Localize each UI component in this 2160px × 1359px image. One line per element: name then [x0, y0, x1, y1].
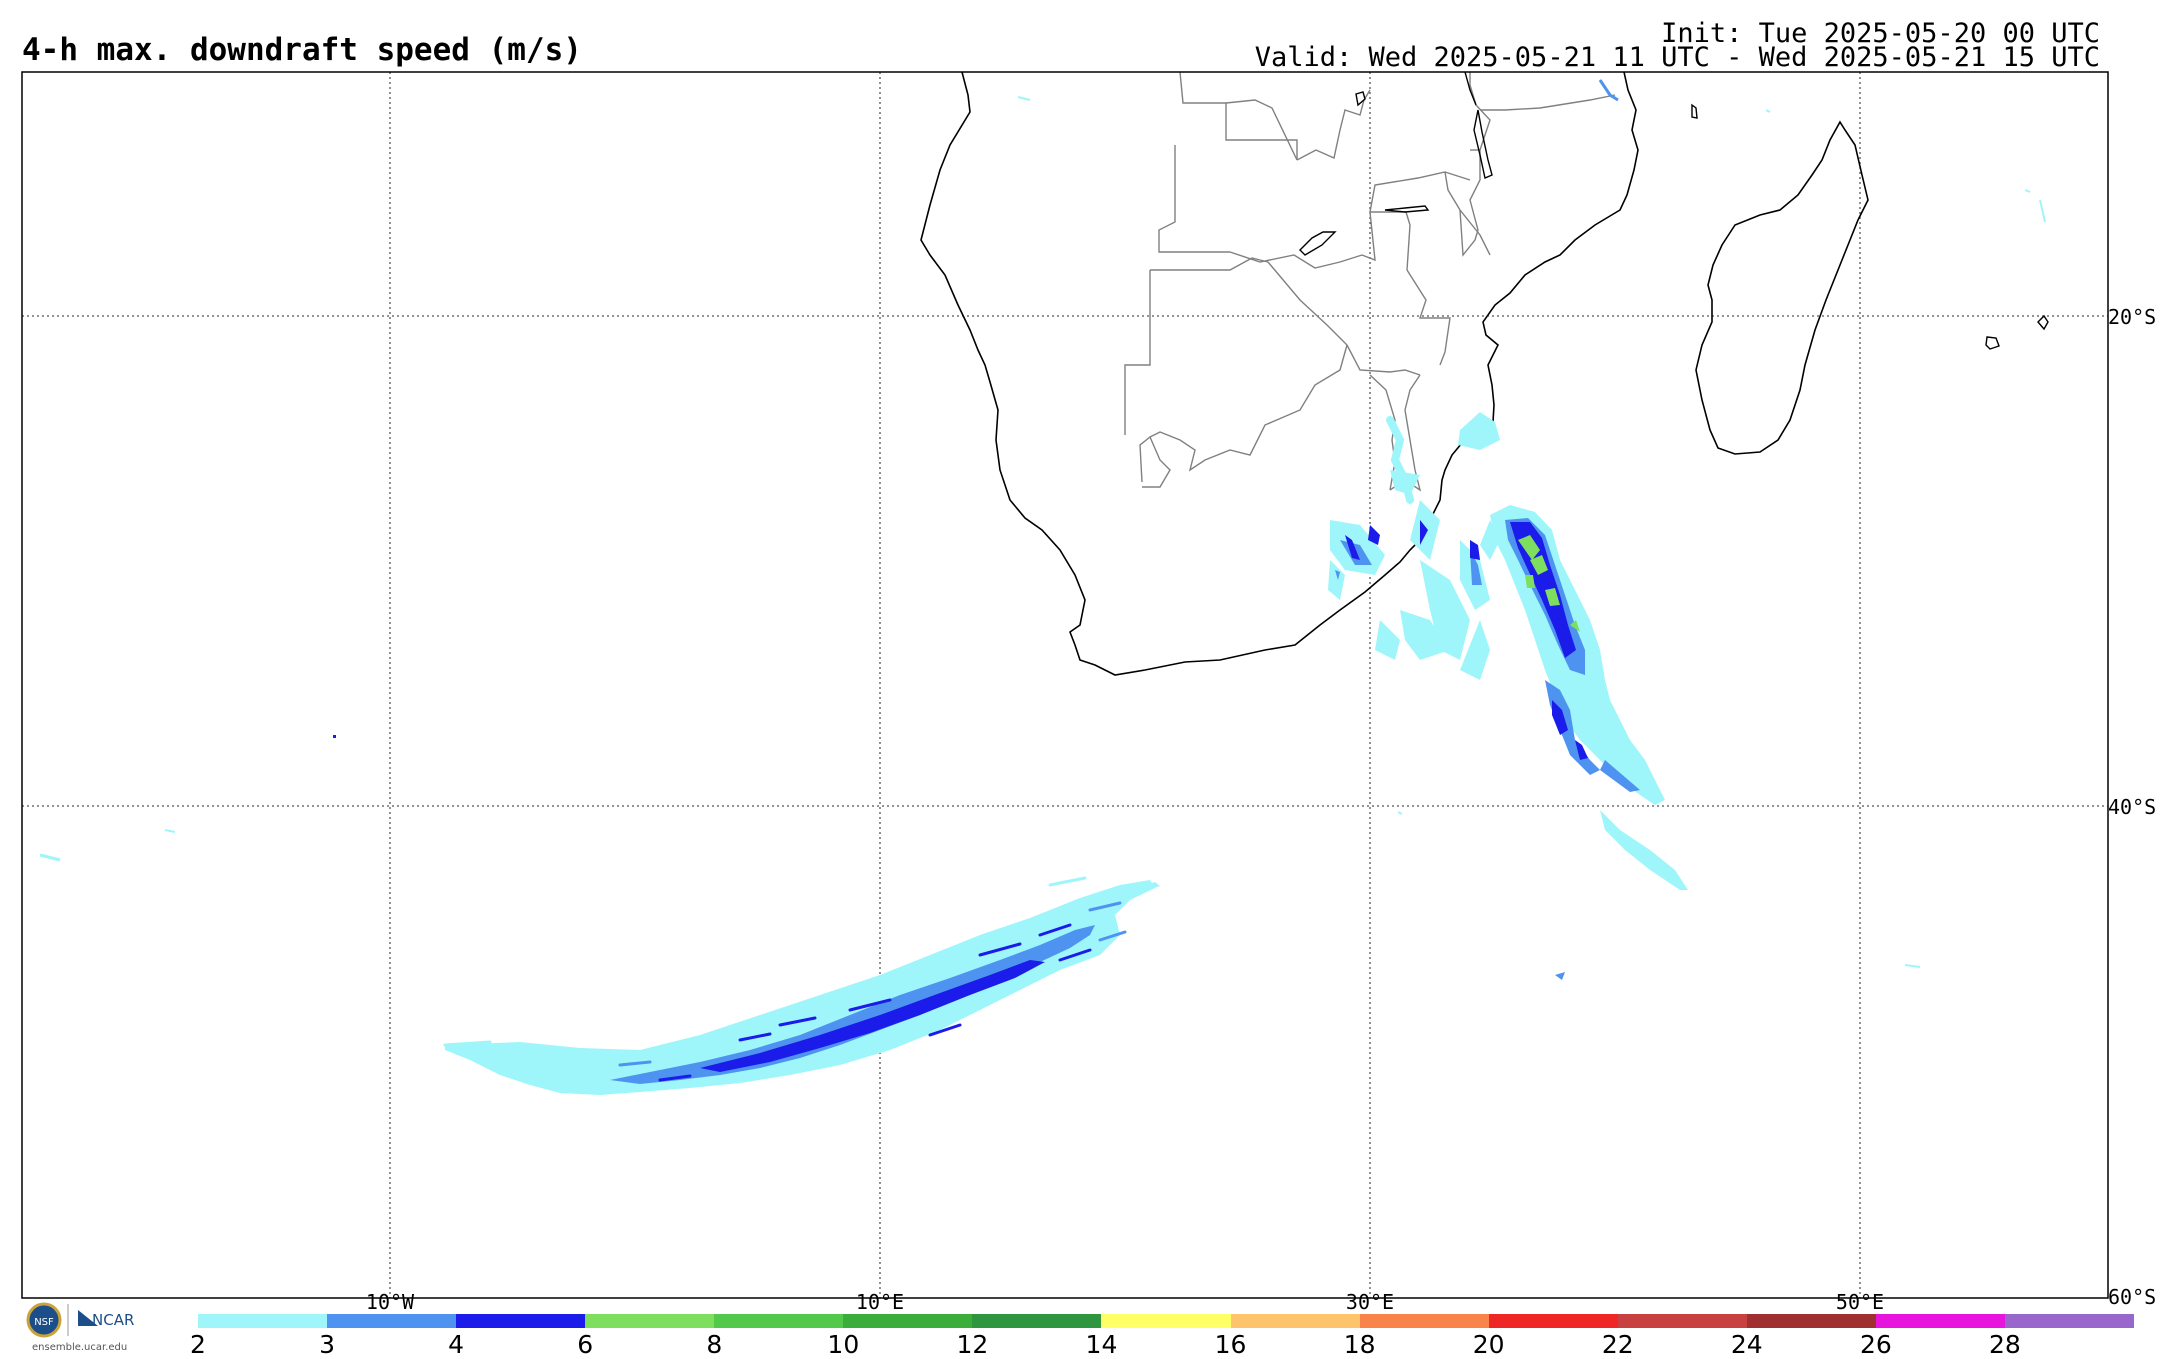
- colorbar: [198, 1314, 2134, 1328]
- colorbar-segment: [1488, 1314, 1618, 1328]
- colorbar-tick-label: 26: [1859, 1330, 1892, 1359]
- colorbar-tick-label: 20: [1472, 1330, 1505, 1359]
- lake-kariba: [1299, 231, 1337, 256]
- downdraft-field-east: [1328, 412, 1688, 980]
- colorbar-segment: [1230, 1314, 1360, 1328]
- island-reunion: [1985, 336, 2000, 350]
- map-area: [22, 72, 2108, 1298]
- colorbar-tick-label: 28: [1989, 1330, 2021, 1359]
- islands: [1691, 103, 2049, 350]
- colorbar-segment: [1875, 1314, 2005, 1328]
- country-borders: [1124, 72, 1616, 492]
- colorbar-tick-label: 3: [319, 1330, 336, 1359]
- lake-mweru: [1355, 91, 1366, 107]
- colorbar-segment: [972, 1314, 1102, 1328]
- colorbar-segment: [843, 1314, 973, 1328]
- colorbar-tick-label: 14: [1085, 1330, 1118, 1359]
- nsf-seal-icon: [26, 1302, 62, 1338]
- colorbar-segment: [2004, 1314, 2134, 1328]
- colorbar-tick-label: 2: [190, 1330, 206, 1359]
- lon-label-50e: 50°E: [1835, 1290, 1885, 1314]
- island-comoros: [1691, 103, 1698, 119]
- madagascar-coastline: [1695, 120, 1869, 455]
- colorbar-tick-label: 6: [577, 1330, 594, 1359]
- lake-malawi: [1473, 109, 1493, 179]
- lon-label-30e: 30°E: [1345, 1290, 1395, 1314]
- ncar-mark-icon: [78, 1310, 98, 1326]
- lake-cahora-bassa: [1384, 205, 1430, 213]
- colorbar-tick-label: 16: [1214, 1330, 1247, 1359]
- nsf-seal-text: NSF: [34, 1317, 54, 1328]
- lake-tanganyika: [1464, 72, 1477, 106]
- map-title: 4-h max. downdraft speed (m/s): [22, 32, 582, 68]
- colorbar-segment: [1101, 1314, 1231, 1328]
- lakes: [1299, 72, 1493, 256]
- colorbar-tick-label: 8: [706, 1330, 723, 1359]
- colorbar-segment: [327, 1314, 457, 1328]
- lon-label-10e: 10°E: [855, 1290, 905, 1314]
- colorbar-tick-label: 10: [827, 1330, 860, 1359]
- colorbar-tick-label: 12: [956, 1330, 989, 1359]
- colorbar-segment: [1359, 1314, 1489, 1328]
- init-time: Init: Tue 2025-05-20 00 UTC: [1661, 18, 2100, 49]
- map-frame: [21, 71, 2109, 1299]
- colorbar-segment: [1746, 1314, 1876, 1328]
- ncar-logo-text: NCAR: [92, 1311, 134, 1329]
- colorbar-tick-label: 22: [1601, 1330, 1634, 1359]
- africa-coastline: [920, 72, 1639, 676]
- valid-time: Valid: Wed 2025-05-21 11 UTC - Wed 2025-…: [1254, 42, 2100, 73]
- downdraft-field-atlantic: [443, 876, 1160, 1095]
- lat-label-60s: 60°S: [2108, 1285, 2157, 1309]
- colorbar-segment: [585, 1314, 715, 1328]
- colorbar-tick-label: 18: [1343, 1330, 1376, 1359]
- island-mauritius: [2037, 314, 2049, 331]
- colorbar-segment: [1617, 1314, 1747, 1328]
- colorbar-tick-label: 24: [1730, 1330, 1763, 1359]
- colorbar-segment: [714, 1314, 844, 1328]
- lat-label-40s: 40°S: [2108, 795, 2157, 819]
- colorbar-segment: [456, 1314, 586, 1328]
- graticule: [22, 72, 2108, 1298]
- lat-label-20s: 20°S: [2108, 305, 2157, 329]
- nsf-ncar-logo: NSF NCAR: [26, 1302, 134, 1338]
- speckles: [39, 79, 2046, 968]
- downdraft-band-atlantic: [445, 880, 1155, 1095]
- colorbar-segment: [198, 1314, 328, 1328]
- lon-label-10w: 10°W: [365, 1290, 415, 1314]
- logo-url: ensemble.ucar.edu: [32, 1342, 128, 1353]
- colorbar-tick-label: 4: [448, 1330, 465, 1359]
